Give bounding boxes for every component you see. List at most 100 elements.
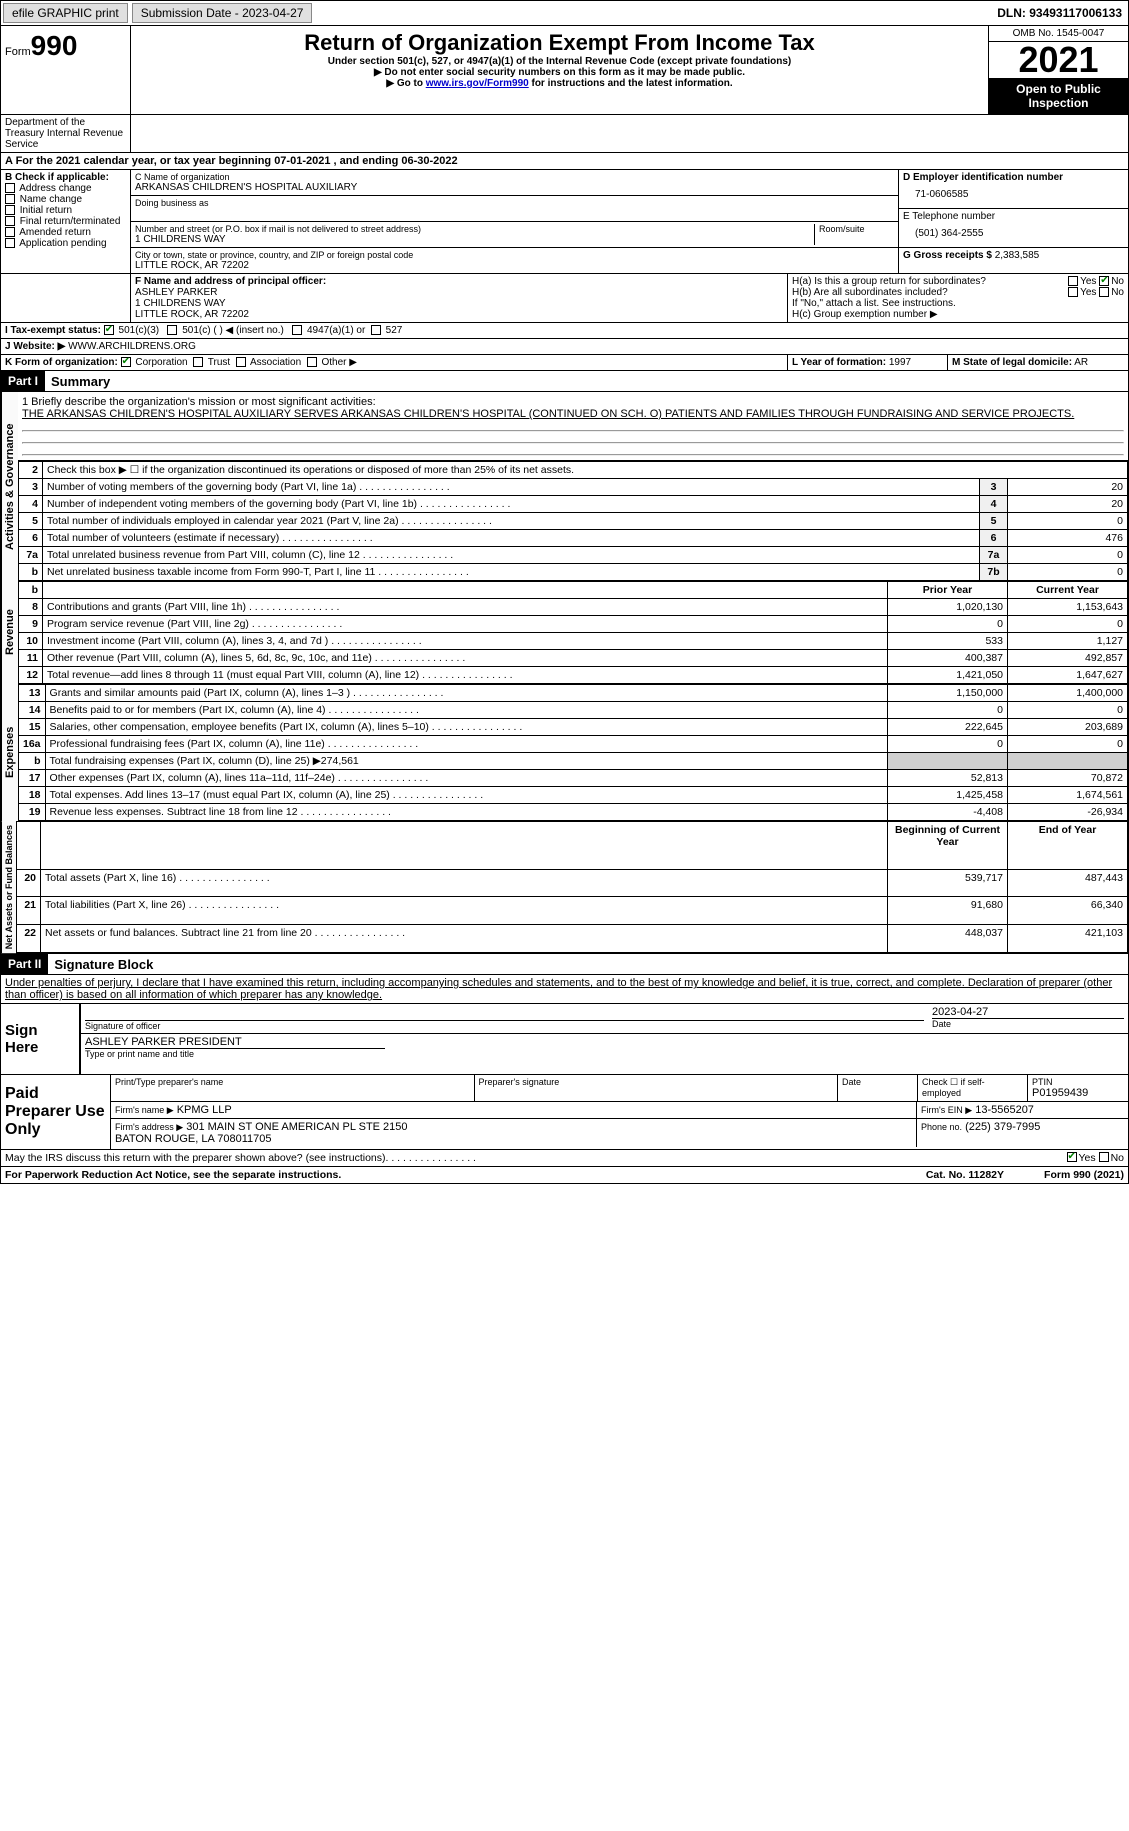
domicile-label: M State of legal domicile: — [952, 357, 1072, 368]
colb-checkbox-item[interactable]: Final return/terminated — [5, 216, 126, 227]
table-row: 20Total assets (Part X, line 16)539,7174… — [17, 869, 1128, 897]
hb-no: No — [1111, 287, 1124, 298]
table-row: 16aProfessional fundraising fees (Part I… — [19, 736, 1128, 753]
table-row: 7aTotal unrelated business revenue from … — [19, 547, 1128, 564]
ha-label: H(a) Is this a group return for subordin… — [792, 276, 986, 287]
signature-block: Under penalties of perjury, I declare th… — [0, 975, 1129, 1075]
governance-tab: Activities & Governance — [1, 392, 18, 581]
officer-addr1: 1 CHILDRENS WAY — [135, 298, 783, 309]
hb-row: H(b) Are all subordinates included? Yes … — [792, 287, 1124, 298]
firm-name: KPMG LLP — [177, 1104, 232, 1116]
subtitle-2: ▶ Do not enter social security numbers o… — [135, 67, 984, 78]
officer-label: F Name and address of principal officer: — [135, 276, 783, 287]
form-footer: Form 990 (2021) — [1044, 1169, 1124, 1181]
fein-value: 13-5565207 — [975, 1104, 1034, 1116]
form-number: 990 — [31, 30, 78, 61]
mission-label: 1 Briefly describe the organization's mi… — [22, 396, 1124, 408]
colb-checkbox-item[interactable]: Initial return — [5, 205, 126, 216]
part2-badge: Part II — [1, 954, 48, 974]
status-4947: 4947(a)(1) or — [307, 325, 365, 336]
footer-row: For Paperwork Reduction Act Notice, see … — [0, 1167, 1129, 1184]
year-box: OMB No. 1545-0047 2021 Open to Public In… — [988, 26, 1128, 114]
ein-label: D Employer identification number — [903, 172, 1124, 183]
table-row: 19Revenue less expenses. Subtract line 1… — [19, 804, 1128, 821]
colb-checkbox-item[interactable]: Name change — [5, 194, 126, 205]
firm-label: Firm's name ▶ — [115, 1105, 174, 1115]
table-row: 6Total number of volunteers (estimate if… — [19, 530, 1128, 547]
status-row: I Tax-exempt status: 501(c)(3) 501(c) ( … — [0, 323, 1129, 339]
colb-checkbox-item[interactable]: Amended return — [5, 227, 126, 238]
preparer-block: Paid Preparer Use Only Print/Type prepar… — [0, 1075, 1129, 1150]
efile-button[interactable]: efile GRAPHIC print — [3, 3, 128, 23]
part2-header: Part II Signature Block — [0, 954, 1129, 975]
table-row: 10Investment income (Part VIII, column (… — [19, 633, 1128, 650]
prep-sig-label: Preparer's signature — [475, 1075, 839, 1101]
org-address: 1 CHILDRENS WAY — [135, 234, 814, 245]
form-header: Form990 Return of Organization Exempt Fr… — [0, 26, 1129, 115]
expenses-table: 13Grants and similar amounts paid (Part … — [18, 684, 1128, 821]
colb-checkbox-item[interactable]: Application pending — [5, 238, 126, 249]
subtitle-3: ▶ Go to www.irs.gov/Form990 for instruct… — [135, 78, 984, 89]
form-title: Return of Organization Exempt From Incom… — [135, 30, 984, 56]
table-row: 22Net assets or fund balances. Subtract … — [17, 925, 1128, 953]
netassets-section: Net Assets or Fund Balances Beginning of… — [0, 821, 1129, 954]
col-b-label: B Check if applicable: — [5, 172, 126, 183]
ptin-value: P01959439 — [1032, 1087, 1124, 1099]
phone-label: Phone no. — [921, 1122, 962, 1132]
hb-label: H(b) Are all subordinates included? — [792, 287, 948, 298]
col-b: B Check if applicable: Address change Na… — [1, 170, 131, 273]
table-row: 5Total number of individuals employed in… — [19, 513, 1128, 530]
col-d: D Employer identification number 71-0606… — [898, 170, 1128, 273]
ha-no-check — [1099, 276, 1109, 286]
top-bar: efile GRAPHIC print Submission Date - 20… — [0, 0, 1129, 26]
submission-date-button[interactable]: Submission Date - 2023-04-27 — [132, 3, 313, 23]
table-row: 14Benefits paid to or for members (Part … — [19, 702, 1128, 719]
table-row: bNet unrelated business taxable income f… — [19, 564, 1128, 581]
dept-label: Department of the Treasury Internal Reve… — [1, 115, 131, 152]
org-name: ARKANSAS CHILDREN'S HOSPITAL AUXILIARY — [135, 182, 894, 193]
title-box: Return of Organization Exempt From Incom… — [131, 26, 988, 114]
tel-value: (501) 364-2555 — [903, 222, 1124, 245]
colb-checkbox-item[interactable]: Address change — [5, 183, 126, 194]
orgform-corp: Corporation — [135, 357, 187, 368]
org-city: LITTLE ROCK, AR 72202 — [135, 260, 894, 271]
ha-no: No — [1111, 276, 1124, 287]
sub3-post: for instructions and the latest informat… — [529, 78, 733, 89]
year-formation: 1997 — [889, 357, 911, 368]
dba-label: Doing business as — [135, 198, 894, 208]
website-row: J Website: ▶ WWW.ARCHILDRENS.ORG — [0, 339, 1129, 355]
table-row: 21Total liabilities (Part X, line 26)91,… — [17, 897, 1128, 925]
form-word: Form — [5, 46, 31, 58]
calendar-year-row: A For the 2021 calendar year, or tax yea… — [0, 152, 1129, 170]
sign-here-label: Sign Here — [1, 1004, 81, 1074]
status-527: 527 — [386, 325, 403, 336]
preparer-header: Paid Preparer Use Only — [1, 1075, 111, 1149]
table-row: 8Contributions and grants (Part VIII, li… — [19, 599, 1128, 616]
dln-label: DLN: 93493117006133 — [991, 4, 1128, 22]
table-row: bTotal fundraising expenses (Part IX, co… — [19, 753, 1128, 770]
discuss-yes-check — [1067, 1152, 1077, 1162]
ein-value: 71-0606585 — [903, 183, 1124, 206]
declaration: Under penalties of perjury, I declare th… — [1, 975, 1128, 1004]
col-c: C Name of organization ARKANSAS CHILDREN… — [131, 170, 898, 273]
irs-link[interactable]: www.irs.gov/Form990 — [426, 78, 529, 89]
part1-title: Summary — [45, 372, 116, 391]
netassets-tab: Net Assets or Fund Balances — [1, 821, 16, 953]
orgform-row: K Form of organization: Corporation Trus… — [0, 355, 1129, 371]
open-inspection: Open to Public Inspection — [989, 78, 1128, 114]
discuss-question: May the IRS discuss this return with the… — [5, 1152, 386, 1164]
pra-notice: For Paperwork Reduction Act Notice, see … — [5, 1169, 341, 1181]
sig-name: ASHLEY PARKER PRESIDENT — [85, 1036, 385, 1049]
addr-label: Number and street (or P.O. box if mail i… — [135, 224, 814, 234]
table-header-row: Beginning of Current YearEnd of Year — [17, 822, 1128, 870]
status-501c: 501(c) ( ) ◀ (insert no.) — [182, 325, 284, 336]
sig-date: 2023-04-27 — [932, 1006, 1124, 1018]
orgform-assoc: Association — [250, 357, 301, 368]
orgform-trust: Trust — [208, 357, 230, 368]
table-row: 17Other expenses (Part IX, column (A), l… — [19, 770, 1128, 787]
cat-number: Cat. No. 11282Y — [926, 1169, 1004, 1181]
table-header-row: bPrior YearCurrent Year — [19, 582, 1128, 599]
part1-badge: Part I — [1, 371, 45, 391]
table-row: 2Check this box ▶ ☐ if the organization … — [19, 462, 1128, 479]
governance-table: 2Check this box ▶ ☐ if the organization … — [18, 461, 1128, 581]
